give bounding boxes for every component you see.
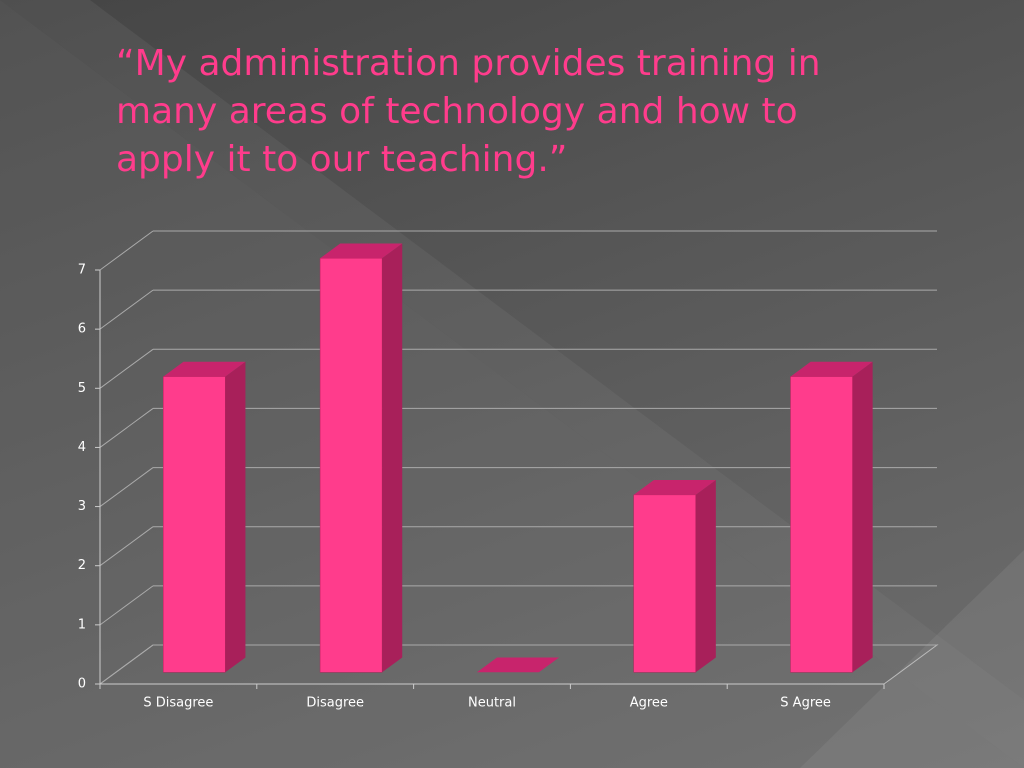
x-tick-label: Agree bbox=[630, 696, 668, 711]
y-tick-label: 0 bbox=[78, 677, 86, 692]
grid-line bbox=[99, 644, 154, 685]
y-tick-label: 2 bbox=[78, 558, 86, 573]
y-tick-label: 6 bbox=[78, 322, 86, 337]
grid-line bbox=[99, 348, 154, 389]
bar-top bbox=[320, 243, 403, 259]
bar-top bbox=[790, 361, 873, 377]
grid-line bbox=[99, 526, 154, 567]
y-tick-label: 1 bbox=[78, 617, 86, 632]
bar-front bbox=[633, 494, 696, 673]
bar-front bbox=[790, 376, 853, 673]
y-tick-label: 4 bbox=[78, 440, 86, 455]
bar-front bbox=[163, 376, 226, 673]
x-tick-label: Disagree bbox=[306, 696, 364, 711]
bg-shape bbox=[800, 550, 1024, 768]
bar-side bbox=[695, 480, 716, 673]
slide-title: “My administration provides training in … bbox=[116, 43, 821, 180]
y-tick-label: 5 bbox=[78, 381, 86, 396]
bar-top bbox=[633, 480, 716, 495]
bar-top bbox=[163, 361, 246, 377]
grid-line bbox=[99, 585, 154, 626]
x-tick-label: Neutral bbox=[468, 696, 516, 711]
x-tick-label: S Disagree bbox=[143, 696, 213, 711]
bar-top bbox=[476, 657, 560, 673]
grid-line bbox=[99, 289, 154, 330]
grid-line bbox=[99, 467, 154, 507]
grid-line bbox=[99, 230, 154, 271]
y-tick-label: 3 bbox=[78, 499, 86, 514]
bar-side bbox=[852, 361, 873, 673]
grid-line bbox=[99, 408, 154, 448]
y-tick-label: 7 bbox=[78, 263, 86, 278]
bar-side bbox=[225, 361, 246, 673]
bar-front bbox=[319, 258, 383, 673]
x-tick-label: S Agree bbox=[780, 696, 831, 711]
bar-side bbox=[382, 243, 403, 673]
